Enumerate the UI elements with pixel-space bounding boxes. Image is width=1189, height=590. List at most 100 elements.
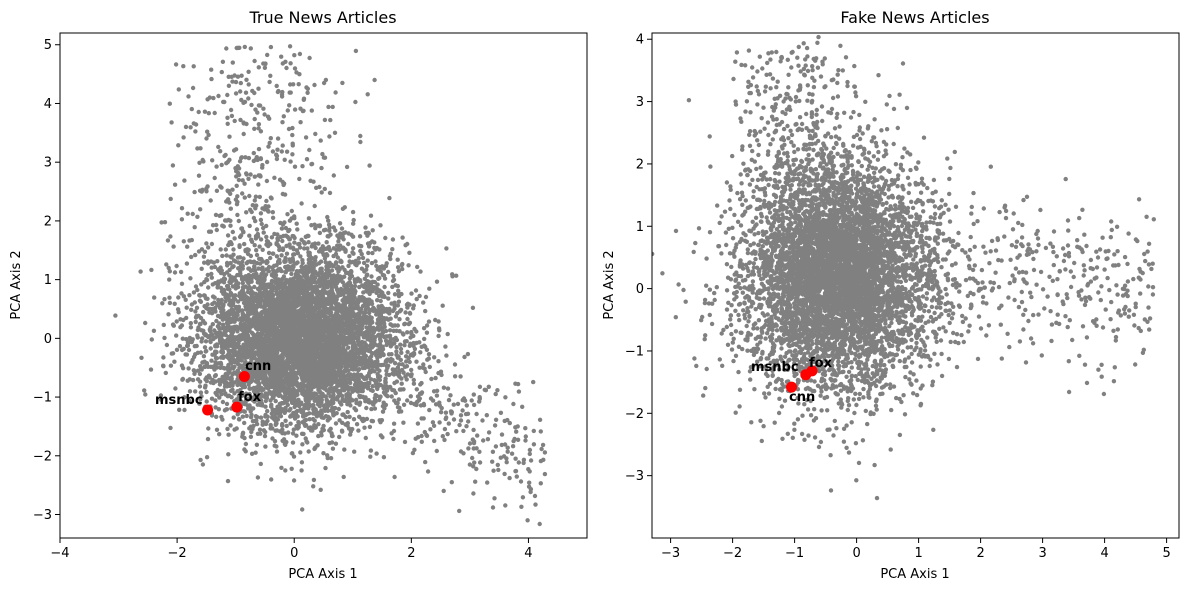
scatter-point (412, 326, 417, 332)
scatter-point (214, 227, 219, 233)
scatter-point (196, 313, 201, 319)
scatter-point (385, 334, 390, 339)
scatter-point (407, 311, 413, 316)
scatter-point (243, 441, 249, 447)
scatter-point (281, 233, 286, 239)
scatter-point (343, 249, 348, 254)
scatter-point (214, 392, 219, 397)
scatter-point (377, 305, 382, 310)
scatter-point (203, 349, 208, 354)
scatter-point (204, 361, 210, 366)
scatter-point (348, 429, 354, 434)
scatter-point (209, 265, 214, 270)
scatter-point (270, 436, 275, 441)
scatter-point (236, 393, 242, 398)
scatter-point (274, 254, 280, 259)
scatter-point (198, 207, 203, 212)
scatter-point (179, 323, 185, 328)
scatter-point (284, 423, 289, 429)
scatter-point (220, 322, 226, 327)
scatter-point (404, 364, 410, 369)
scatter-point (312, 395, 317, 400)
scatter-point (299, 468, 304, 473)
scatter-point (368, 377, 374, 382)
scatter-point (405, 301, 411, 306)
scatter-point (334, 306, 339, 311)
scatter-point (209, 275, 214, 280)
scatter-point (177, 344, 183, 349)
scatter-point (217, 326, 222, 331)
scatter-point (258, 415, 264, 420)
scatter-point (332, 412, 337, 417)
scatter-point (202, 249, 208, 254)
scatter-point (219, 297, 224, 303)
scatter-point (214, 414, 219, 419)
scatter-point (288, 406, 293, 412)
scatter-point (263, 272, 269, 277)
scatter-point (350, 246, 356, 251)
scatter-point (254, 227, 260, 232)
scatter-point (187, 389, 193, 394)
scatter-point (345, 270, 350, 275)
scatter-point (166, 265, 171, 271)
scatter-point (193, 389, 198, 394)
scatter-point (217, 330, 223, 335)
scatter-point (268, 426, 273, 431)
scatter-point (222, 408, 228, 413)
scatter-point (319, 433, 324, 438)
scatter-point (179, 281, 185, 286)
scatter-point (292, 404, 297, 410)
scatter-point (301, 414, 306, 419)
scatter-point (436, 319, 441, 324)
scatter-point (354, 422, 360, 427)
scatter-point (359, 266, 365, 271)
scatter-point (226, 452, 231, 457)
scatter-point (361, 260, 367, 266)
scatter-point (113, 313, 118, 318)
scatter-point (223, 247, 228, 252)
scatter-point (411, 381, 417, 386)
scatter-point (306, 449, 311, 454)
scatter-point (188, 325, 194, 330)
scatter-point (346, 345, 351, 350)
scatter-point (407, 320, 413, 325)
scatter-point (327, 260, 332, 265)
scatter-point (417, 293, 422, 299)
scatter-point (212, 295, 217, 300)
scatter-point (319, 415, 325, 420)
scatter-point (330, 446, 336, 451)
scatter-point (195, 287, 200, 293)
scatter-point (189, 339, 194, 345)
scatter-point (366, 231, 371, 236)
scatter-point (174, 347, 180, 352)
scatter-point (231, 415, 236, 420)
scatter-point (283, 225, 289, 231)
scatter-point (352, 449, 357, 454)
scatter-point (405, 316, 410, 322)
scatter-point (230, 229, 235, 235)
scatter-point (434, 279, 440, 284)
scatter-point (242, 361, 247, 367)
scatter-point (424, 323, 430, 328)
scatter-point (372, 406, 378, 411)
scatter-point (343, 315, 348, 321)
scatter-point (184, 305, 189, 310)
scatter-point (257, 256, 262, 261)
scatter-point (259, 271, 264, 277)
scatter-point (185, 378, 190, 383)
scatter-point (361, 290, 366, 295)
scatter-point (370, 279, 375, 284)
scatter-point (225, 478, 231, 484)
scatter-point (266, 250, 272, 256)
scatter-point (362, 376, 367, 382)
scatter-point (351, 297, 356, 303)
scatter-point (199, 282, 204, 287)
scatter-point (203, 339, 209, 344)
scatter-point (317, 223, 323, 228)
scatter-point (221, 276, 227, 281)
scatter-point (341, 299, 346, 304)
scatter-point (219, 392, 224, 397)
scatter-point (264, 198, 269, 204)
scatter-point (178, 269, 184, 275)
scatter-point (331, 291, 336, 297)
